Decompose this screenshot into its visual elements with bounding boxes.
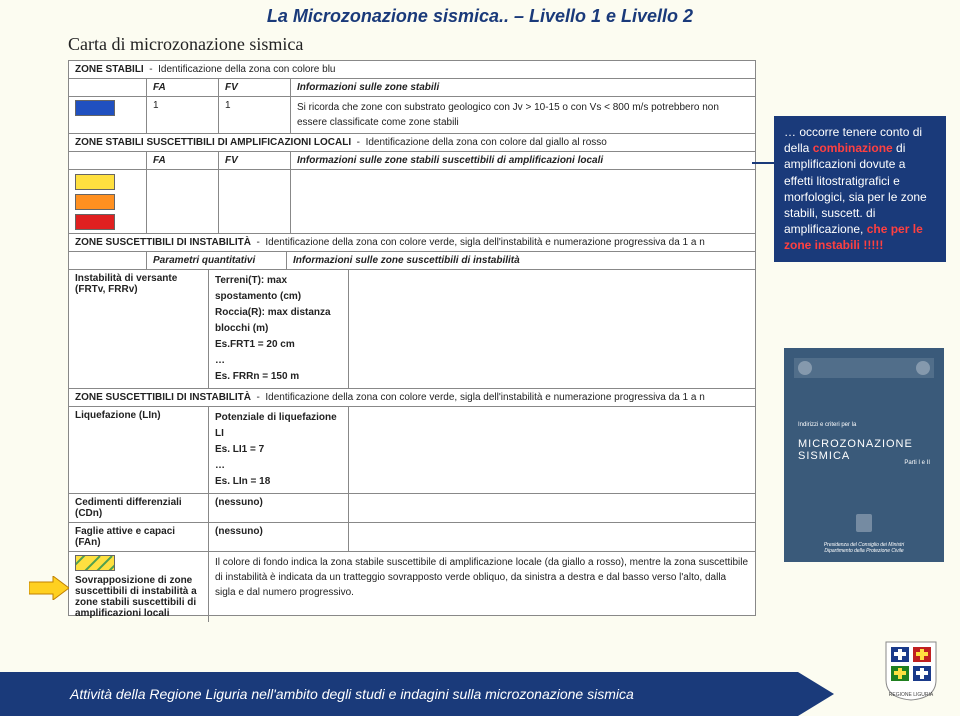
book-logo-right-icon xyxy=(916,361,930,375)
book-cover: Indirizzi e criteri per la MICROZONAZION… xyxy=(784,348,944,562)
info-stabili: Si ricorda che zone con substrato geolog… xyxy=(291,97,755,133)
swatch-orange xyxy=(75,194,115,210)
swatch-red xyxy=(75,214,115,230)
page-header: La Microzonazione sismica.. – Livello 1 … xyxy=(0,6,960,27)
info-callout: … occorre tenere conto di della combinaz… xyxy=(774,116,946,262)
liquef-param: Potenziale di liquefazione LI Es. LI1 = … xyxy=(209,407,349,493)
carta-title: Carta di microzonazione sismica xyxy=(68,34,303,55)
swatches-amplif xyxy=(69,170,147,233)
liquef-label: Liquefazione (LIn) xyxy=(69,407,209,493)
section-amplif: ZONE STABILI SUSCETTIBILI DI AMPLIFICAZI… xyxy=(69,134,755,152)
instab2-note: Identificazione della zona con colore ve… xyxy=(265,392,704,403)
sovrap-label: Sovrapposizione di zone suscettibili di … xyxy=(75,575,202,619)
swatch-hatched xyxy=(75,555,115,571)
book-crest-icon xyxy=(856,514,872,532)
col-fv2: FV xyxy=(219,152,291,169)
section-instab1: ZONE SUSCETTIBILI DI INSTABILITÀ - Ident… xyxy=(69,234,755,252)
col-paramq: Parametri quantitativi xyxy=(147,252,287,269)
amplif-note: Identificazione della zona con colore da… xyxy=(366,137,607,148)
arrow-pointer-icon xyxy=(29,576,69,605)
amplif-head: ZONE STABILI SUSCETTIBILI DI AMPLIFICAZI… xyxy=(75,137,351,148)
faglie-param: (nessuno) xyxy=(209,523,349,551)
book-foot: Presidenza del Consiglio dei Ministri Di… xyxy=(784,542,944,554)
ced-diff-label: Cedimenti differenziali (CDn) xyxy=(69,494,209,522)
col-info-stabili: Informazioni sulle zone stabili xyxy=(291,79,755,96)
zone-stabili-note: Identificazione della zona con colore bl… xyxy=(158,64,335,75)
book-parts: Parti I e II xyxy=(904,460,930,466)
col-fa: FA xyxy=(147,79,219,96)
sovrap-info: Il colore di fondo indica la zona stabil… xyxy=(209,552,755,622)
fv-stabili: 1 xyxy=(219,97,291,133)
callout-emph1: combinazione xyxy=(813,141,893,155)
instab2-head: ZONE SUSCETTIBILI DI INSTABILITÀ xyxy=(75,392,251,403)
section-instab2: ZONE SUSCETTIBILI DI INSTABILITÀ - Ident… xyxy=(69,389,755,407)
book-logo-left-icon xyxy=(798,361,812,375)
sovrap-cell: Sovrapposizione di zone suscettibili di … xyxy=(69,552,209,622)
page-footer: Attività della Regione Liguria nell'ambi… xyxy=(0,672,798,716)
callout-connector xyxy=(752,162,774,164)
fa-stabili: 1 xyxy=(147,97,219,133)
svg-text:REGIONE LIGURIA: REGIONE LIGURIA xyxy=(889,692,934,698)
faglie-label: Faglie attive e capaci (FAn) xyxy=(69,523,209,551)
book-title: MICROZONAZIONE SISMICA xyxy=(798,438,944,462)
ced-diff-param: (nessuno) xyxy=(209,494,349,522)
instab1-head: ZONE SUSCETTIBILI DI INSTABILITÀ xyxy=(75,237,251,248)
regione-liguria-logo: REGIONE LIGURIA xyxy=(884,640,938,702)
col-info-instab: Informazioni sulle zone suscettibili di … xyxy=(287,252,755,269)
zone-stabili-head: ZONE STABILI xyxy=(75,64,144,75)
swatch-blue xyxy=(69,97,147,133)
col-info-amplif: Informazioni sulle zone stabili suscetti… xyxy=(291,152,755,169)
section-zone-stabili: ZONE STABILI - Identificazione della zon… xyxy=(69,61,755,79)
book-small: Indirizzi e criteri per la xyxy=(798,422,856,428)
footer-text: Attività della Regione Liguria nell'ambi… xyxy=(70,686,634,702)
col-fv: FV xyxy=(219,79,291,96)
microzonation-table: ZONE STABILI - Identificazione della zon… xyxy=(68,60,756,616)
instab-versante-param: Terreni(T): max spostamento (cm) Roccia(… xyxy=(209,270,349,388)
col-fa2: FA xyxy=(147,152,219,169)
instab-versante-label: Instabilità di versante (FRTv, FRRv) xyxy=(69,270,209,388)
instab1-note: Identificazione della zona con colore ve… xyxy=(265,237,704,248)
swatch-yellow xyxy=(75,174,115,190)
